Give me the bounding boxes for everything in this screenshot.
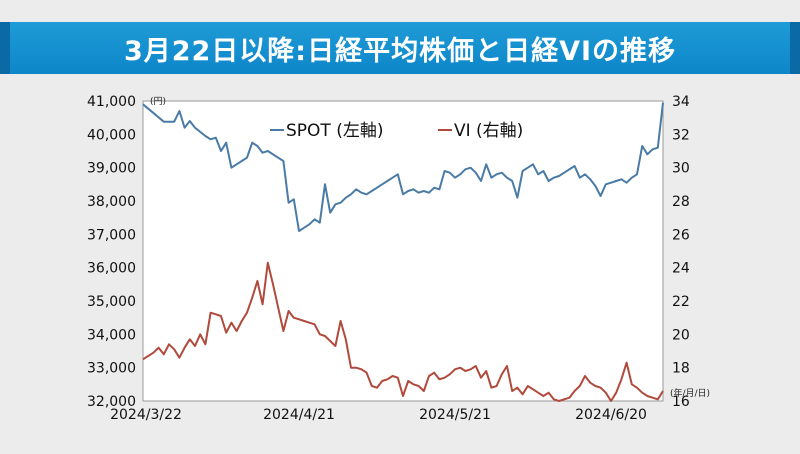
right-axis-ticks: 16 18 20 22 24 26 28 30 32 34 bbox=[672, 94, 690, 410]
right-tick-label: 30 bbox=[672, 161, 690, 177]
vi-series-line bbox=[142, 261, 664, 402]
top-stripe bbox=[0, 0, 800, 22]
legend: SPOT (左軸) VI (右軸) bbox=[270, 121, 523, 141]
left-tick-label: 39,000 bbox=[87, 161, 136, 177]
right-tick-label: 20 bbox=[672, 327, 690, 343]
left-tick-label: 36,000 bbox=[87, 261, 136, 277]
x-tick-label: 2024/3/22 bbox=[110, 407, 182, 423]
x-tick-label: 2024/4/21 bbox=[263, 407, 335, 423]
left-tick-label: 41,000 bbox=[87, 94, 136, 110]
banner-right-accent bbox=[790, 22, 800, 74]
left-axis-ticks: 32,000 33,000 34,000 35,000 36,000 37,000 38,0… bbox=[87, 94, 136, 410]
right-tick-label: 28 bbox=[672, 194, 690, 210]
bottom-right-label: (年/月/日) bbox=[670, 387, 710, 399]
left-tick-label: 38,000 bbox=[87, 194, 136, 210]
left-tick-label: 34,000 bbox=[87, 327, 136, 343]
legend-spot-label: SPOT (左軸) bbox=[286, 121, 383, 141]
left-tick-label: 37,000 bbox=[87, 227, 136, 243]
spot-series-line bbox=[142, 102, 664, 232]
right-tick-label: 24 bbox=[672, 261, 690, 277]
legend-vi-label: VI (右軸) bbox=[454, 121, 523, 141]
page-title: 3月22日以降:日経平均株価と日経VIの推移 bbox=[123, 35, 677, 67]
left-tick-label: 40,000 bbox=[87, 127, 136, 143]
plot-area bbox=[142, 100, 664, 402]
right-tick-label: 26 bbox=[672, 227, 690, 243]
title-banner: 3月22日以降:日経平均株価と日経VIの推移 bbox=[0, 22, 800, 74]
left-tick-label: 33,000 bbox=[87, 361, 136, 377]
x-tick-label: 2024/5/21 bbox=[419, 407, 491, 423]
right-tick-label: 22 bbox=[672, 294, 690, 310]
left-tick-label: 35,000 bbox=[87, 294, 136, 310]
right-tick-label: 16 bbox=[672, 394, 690, 410]
left-tick-label: 32,000 bbox=[87, 394, 136, 410]
right-tick-label: 32 bbox=[672, 127, 690, 143]
x-tick-label: 2024/6/20 bbox=[575, 407, 647, 423]
left-unit-label: (円) bbox=[150, 96, 166, 107]
banner-left-accent bbox=[0, 22, 10, 74]
chart-svg: 32,000 33,000 34,000 35,000 36,000 37,000 38,0… bbox=[87, 94, 710, 423]
right-tick-label: 18 bbox=[672, 361, 690, 377]
right-tick-label: 34 bbox=[672, 94, 690, 110]
x-axis-ticks: 2024/3/22 2024/4/21 2024/5/21 2024/6/20 bbox=[110, 407, 647, 423]
chart-area: 32,000 33,000 34,000 35,000 36,000 37,000 38,0… bbox=[0, 78, 800, 450]
